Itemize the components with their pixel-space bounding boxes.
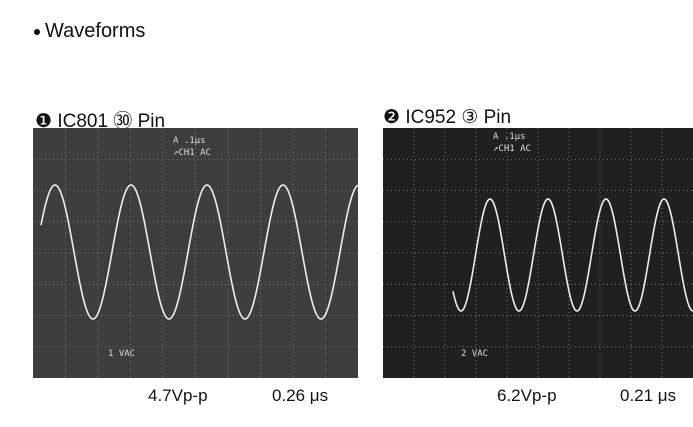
channel: ↗CH1 AC [173,148,211,158]
timebase: A .1μs [493,132,526,142]
waveform [40,184,358,320]
panel-label: ❷ IC952 ③ Pin [383,106,511,129]
waveform [452,198,693,312]
panel-number: ❶ [35,111,53,132]
timebase: A .1μs [173,136,206,146]
amplitude: 4.7Vp-p [148,386,208,405]
panel-number: ❷ [383,107,401,128]
period: 0.26 μs [272,386,329,405]
period: 0.21 μs [620,386,677,405]
scope-screen: A .1μs ↗CH1 AC 1 VAC [33,128,358,378]
channel: ↗CH1 AC [493,144,531,154]
bullet [34,29,40,35]
panel-text: IC952 ③ Pin [405,107,512,128]
scope-screen: A .1μs ↗CH1 AC 2 VAC [383,128,693,378]
scale: 1 VAC [108,349,135,359]
section-title: Waveforms [45,20,146,42]
amplitude: 6.2Vp-p [497,386,557,405]
panel-label: ❶ IC801 ㉚ Pin [35,106,165,133]
scale: 2 VAC [461,349,488,359]
panel-text: IC801 ㉚ Pin [57,111,166,132]
